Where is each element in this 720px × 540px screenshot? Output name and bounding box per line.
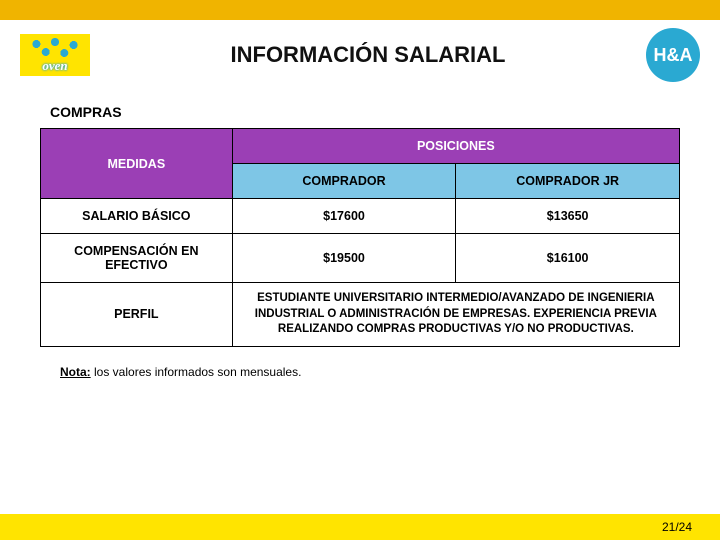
page-title: INFORMACIÓN SALARIAL	[110, 42, 626, 68]
cell-value: $16100	[456, 234, 680, 283]
cell-value: $13650	[456, 199, 680, 234]
row-label: COMPENSACIÓN EN EFECTIVO	[41, 234, 233, 283]
logo-left: oven	[20, 34, 90, 76]
logo-left-dots-icon	[24, 38, 86, 58]
position-header: COMPRADOR JR	[456, 164, 680, 199]
row-label-perfil: PERFIL	[41, 283, 233, 347]
header: oven INFORMACIÓN SALARIAL H&A	[0, 20, 720, 86]
position-header: COMPRADOR	[232, 164, 456, 199]
footer-bar: 21/24	[0, 514, 720, 540]
table-row: MEDIDAS POSICIONES	[41, 129, 680, 164]
page-number: 21/24	[662, 520, 692, 534]
note-text: los valores informados son mensuales.	[91, 365, 302, 379]
section-label: COMPRAS	[50, 104, 720, 120]
salary-table: MEDIDAS POSICIONES COMPRADOR COMPRADOR J…	[40, 128, 680, 347]
perfil-text: ESTUDIANTE UNIVERSITARIO INTERMEDIO/AVAN…	[232, 283, 679, 347]
note-label: Nota:	[60, 365, 91, 379]
row-label: SALARIO BÁSICO	[41, 199, 233, 234]
logo-right: H&A	[646, 28, 700, 82]
logo-left-text: oven	[20, 58, 90, 74]
header-posiciones: POSICIONES	[232, 129, 679, 164]
cell-value: $19500	[232, 234, 456, 283]
table-row: COMPENSACIÓN EN EFECTIVO $19500 $16100	[41, 234, 680, 283]
table-row: SALARIO BÁSICO $17600 $13650	[41, 199, 680, 234]
header-medidas: MEDIDAS	[41, 129, 233, 199]
top-bar	[0, 0, 720, 20]
note: Nota: los valores informados son mensual…	[60, 365, 720, 379]
cell-value: $17600	[232, 199, 456, 234]
table-row: PERFIL ESTUDIANTE UNIVERSITARIO INTERMED…	[41, 283, 680, 347]
